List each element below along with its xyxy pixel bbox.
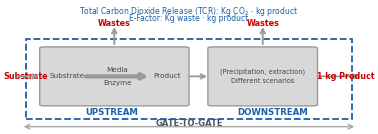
Text: Substrate: Substrate <box>50 73 85 79</box>
Text: Total Carbon Dioxide Release (TCR): Kg CO$_2$ $\cdot$ kg product: Total Carbon Dioxide Release (TCR): Kg C… <box>79 5 299 18</box>
Text: (Precipitation, extraction): (Precipitation, extraction) <box>220 68 305 75</box>
FancyBboxPatch shape <box>40 47 189 106</box>
FancyBboxPatch shape <box>208 47 318 106</box>
Text: Substrate: Substrate <box>4 72 48 81</box>
Text: Wastes: Wastes <box>246 19 279 28</box>
Text: Wastes: Wastes <box>98 19 131 28</box>
Text: E-Factor: Kg waste · kg product: E-Factor: Kg waste · kg product <box>129 14 249 23</box>
Text: GATE-TO-GATE: GATE-TO-GATE <box>155 119 223 128</box>
Text: Different scenarios: Different scenarios <box>231 78 294 84</box>
Text: Media: Media <box>106 67 128 73</box>
Text: UPSTREAM: UPSTREAM <box>85 108 138 117</box>
Text: 1 kg Product: 1 kg Product <box>317 72 374 81</box>
Text: Enzyme: Enzyme <box>103 80 132 86</box>
Bar <box>26 39 352 119</box>
Text: Product: Product <box>153 73 181 79</box>
Text: DOWNSTREAM: DOWNSTREAM <box>237 108 308 117</box>
